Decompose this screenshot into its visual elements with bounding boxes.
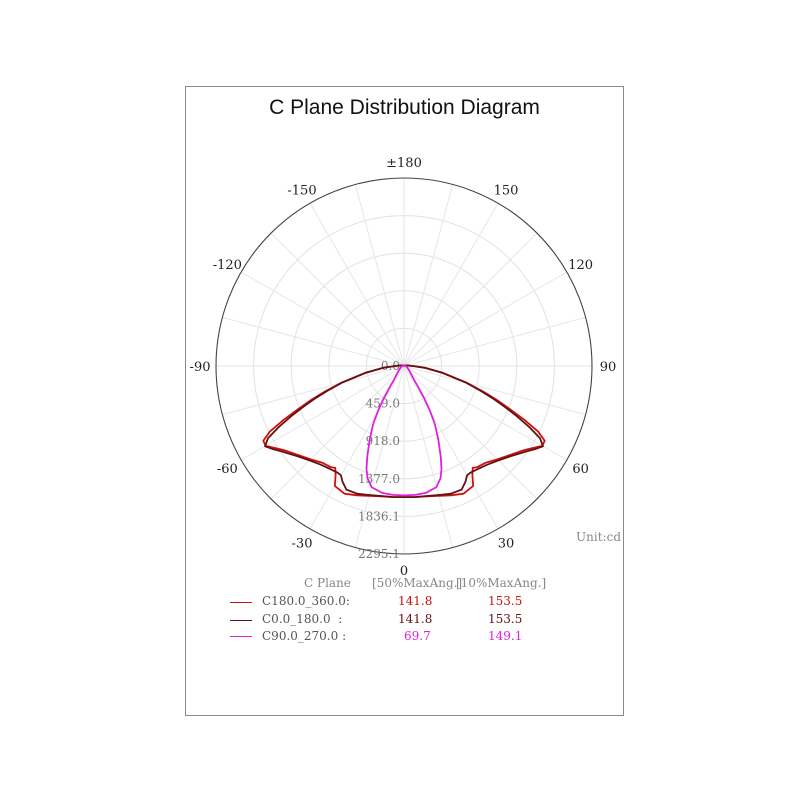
grid-spoke: [240, 365, 405, 461]
grid-spoke: [240, 271, 405, 367]
radial-tick-label: 1377.0: [358, 472, 400, 486]
angle-label: 30: [498, 537, 515, 552]
grid-spoke: [403, 232, 538, 367]
series-curve: [264, 364, 544, 498]
radial-tick-label: 459.0: [366, 397, 400, 411]
grid-spoke: [403, 365, 586, 416]
radial-tick-label: 1836.1: [358, 509, 400, 523]
grid-spoke: [403, 365, 499, 530]
grid-spoke: [403, 365, 568, 461]
angle-label: 150: [494, 183, 519, 198]
unit-label: Unit:cd: [576, 530, 621, 544]
grid-spoke: [222, 365, 405, 416]
grid-spoke: [309, 202, 405, 367]
angle-label: 90: [600, 360, 617, 375]
angle-label: 60: [572, 462, 589, 477]
angle-label: -120: [213, 258, 242, 273]
radial-tick-label: 918.0: [366, 434, 400, 448]
grid-spoke: [403, 316, 586, 367]
angle-label: 0: [400, 564, 408, 579]
grid-spoke: [403, 202, 499, 367]
grid-spoke: [309, 365, 405, 530]
grid-spoke: [270, 232, 405, 367]
angle-label: -90: [190, 360, 211, 375]
angle-label: -60: [217, 462, 238, 477]
angle-label: -150: [287, 183, 316, 198]
angle-label: ±180: [386, 156, 422, 171]
angle-label: -30: [292, 537, 313, 552]
series-curve: [365, 364, 443, 497]
angle-label: 120: [568, 258, 593, 273]
grid-spoke: [354, 365, 405, 548]
grid-spoke: [222, 316, 405, 367]
grid-spoke: [403, 184, 454, 367]
grid-spoke: [403, 271, 568, 367]
grid-spoke: [270, 365, 405, 500]
grid-spoke: [403, 365, 454, 548]
chart-title: C Plane Distribution Diagram: [269, 96, 540, 119]
grid-spoke: [403, 365, 538, 500]
outer-circle: [215, 177, 593, 555]
grid-spoke: [354, 184, 405, 367]
radial-tick-label: 2295.1: [358, 547, 400, 561]
